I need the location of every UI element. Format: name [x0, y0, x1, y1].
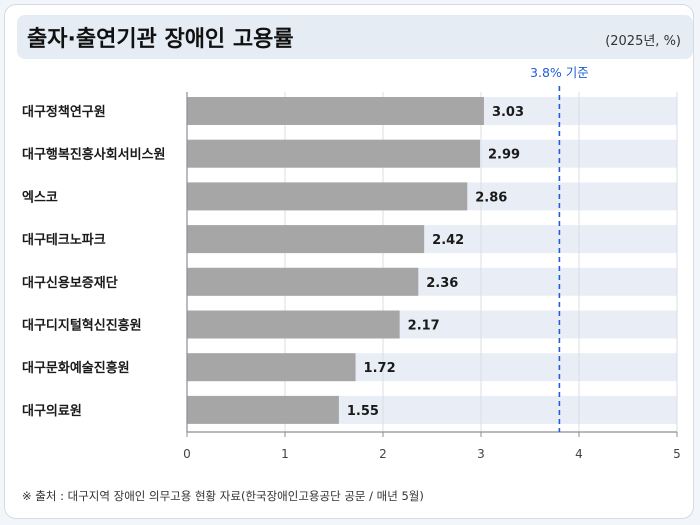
category-label: 대구신용보증재단	[22, 275, 118, 291]
bar	[187, 267, 419, 296]
category-label: 대구의료원	[22, 403, 82, 419]
x-tick-label: 2	[379, 447, 387, 461]
value-label: 2.17	[408, 319, 440, 334]
bar	[187, 353, 356, 382]
category-label: 대구디지털혁신진흥원	[22, 318, 142, 334]
bar	[187, 139, 481, 168]
category-label: 대구문화예술진흥원	[22, 360, 130, 376]
x-tick-label: 3	[477, 447, 485, 461]
x-tick-label: 4	[575, 447, 583, 461]
category-label: 대구테크노파크	[22, 233, 106, 248]
title-bar: 출자·출연기관 장애인 고용률 (2025년, %)	[17, 15, 693, 59]
value-label: 1.72	[364, 361, 396, 376]
value-label: 2.99	[488, 148, 520, 163]
reference-label: 3.8% 기준	[530, 65, 589, 80]
bar	[187, 97, 484, 125]
bar	[187, 310, 400, 339]
value-label: 2.36	[426, 276, 458, 291]
bar	[187, 395, 339, 424]
bar	[187, 182, 468, 211]
value-label: 2.42	[432, 233, 464, 248]
value-label: 1.55	[347, 404, 379, 419]
source-note: ※ 출처 : 대구지역 장애인 의무고용 현황 자료(한국장애인고용공단 공문 …	[22, 489, 424, 503]
value-label: 3.03	[492, 105, 524, 120]
x-tick-label: 1	[281, 447, 289, 461]
x-tick-label: 5	[673, 447, 681, 461]
unit-label: (2025년, %)	[605, 34, 681, 49]
chart-title: 출자·출연기관 장애인 고용률	[27, 27, 294, 52]
value-label: 2.86	[475, 190, 507, 205]
category-label: 대구행복진흥사회서비스원	[22, 147, 166, 163]
bar	[187, 225, 425, 254]
category-label: 대구정책연구원	[22, 104, 106, 120]
x-tick-label: 0	[183, 447, 191, 461]
category-label: 엑스코	[22, 190, 58, 205]
